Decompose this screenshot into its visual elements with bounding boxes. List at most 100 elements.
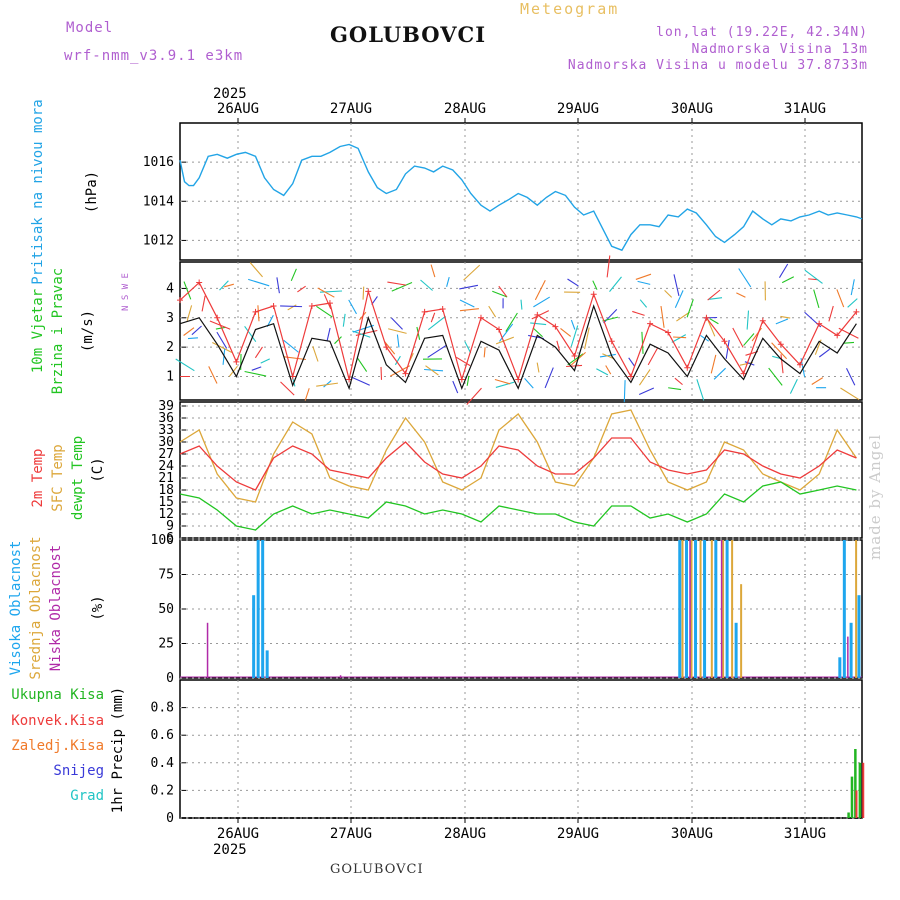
y-tick-label: 0: [166, 671, 174, 686]
day-label-top: 29AUG: [557, 101, 599, 117]
wind-arrow: [452, 380, 459, 394]
wind-arrow: [534, 280, 546, 301]
wind-arrow: [456, 356, 471, 367]
wind-arrow: [352, 324, 375, 333]
wind-arrow: [326, 327, 331, 341]
wind-arrow: [567, 353, 584, 366]
wind-arrow: [710, 354, 717, 374]
y-tick-label: 0.6: [151, 728, 174, 743]
wind-arrow: [499, 323, 514, 342]
y-tick-label: 39: [158, 399, 174, 414]
wind-arrow: [673, 336, 687, 339]
gust-marker: [665, 329, 672, 336]
wind-arrow: [738, 268, 752, 288]
wind-arrow: [709, 297, 723, 300]
model-label: Model: [66, 20, 114, 36]
wind-arrow: [304, 388, 310, 401]
wind-unit: (m/s): [80, 310, 96, 352]
y-tick-label: 18: [158, 483, 174, 498]
wind-arrow: [316, 382, 339, 387]
day-label-top: 30AUG: [671, 101, 713, 117]
wind-arrow: [391, 317, 403, 330]
cloud-unit: (%): [90, 595, 106, 620]
gust-marker: [797, 361, 803, 368]
wind-arrow: [219, 280, 229, 291]
gust-marker: [308, 303, 315, 310]
wind-arrow: [216, 331, 228, 349]
wind-arrow: [739, 361, 753, 366]
model-name: wrf-nmm_v3.9.1 e3km: [64, 48, 244, 64]
gust-marker: [590, 291, 597, 298]
wind-arrow: [603, 309, 618, 324]
gust-marker: [684, 364, 691, 371]
high-cloud-bar: [842, 540, 846, 678]
wind-arrow: [283, 339, 299, 353]
precip-legend-1: Konvek.Kisa: [11, 713, 104, 729]
high-cloud-bar: [678, 540, 682, 678]
wind-arrow: [224, 283, 234, 288]
wind-arrow: [463, 264, 481, 281]
wind-arrow: [459, 308, 479, 312]
y-tick-label: 9: [166, 519, 174, 534]
wind-arrow: [566, 364, 583, 368]
wind-arrow: [606, 255, 611, 278]
wind-arrow: [609, 276, 622, 292]
dewpt-axis-title: dewpt Temp: [70, 436, 86, 520]
wind-arrow: [533, 296, 550, 308]
gust-marker: [515, 376, 522, 383]
wind-arrow: [251, 366, 262, 371]
wind-gust-line: [179, 281, 857, 382]
elevation-label: Nadmorska Visina 13m: [691, 42, 868, 57]
wind-arrow: [297, 285, 306, 293]
y-tick-label: 30: [158, 435, 174, 450]
wind-arrow: [483, 347, 486, 358]
wind-arrow: [352, 330, 371, 338]
gust-marker: [496, 326, 503, 333]
wind-axis-title: 10m Vjetar: [30, 289, 46, 373]
high-cloud-bar: [857, 595, 861, 678]
gust-marker: [608, 338, 615, 345]
wind-arrow: [623, 380, 626, 403]
lonlat-label: lon,lat (19.22E, 42.34N): [656, 25, 868, 40]
wind-arrow: [660, 305, 665, 328]
gust-marker: [365, 288, 372, 295]
wind-arrow: [257, 305, 260, 322]
panel-frame: [179, 261, 863, 401]
wind-arrow: [495, 381, 515, 388]
wind-arrow: [647, 347, 658, 366]
mid-cloud-bar: [681, 540, 684, 678]
wind-arrow: [430, 312, 436, 323]
wind-arrow: [664, 289, 673, 298]
day-label-bottom: 26AUG: [217, 826, 259, 842]
wind-arrow: [183, 327, 195, 336]
low-cloud-bar: [339, 675, 342, 678]
y-tick-label: 75: [158, 568, 174, 583]
wind-arrow: [362, 286, 365, 300]
wind-arrow: [287, 304, 297, 311]
wind-arrow: [388, 328, 407, 334]
gust-marker: [721, 338, 728, 345]
wind-arrow: [427, 344, 447, 358]
wind-arrow: [394, 355, 401, 366]
wind-arrow: [567, 278, 579, 287]
wind-arrow: [466, 375, 470, 386]
wind-arrow: [605, 365, 612, 375]
precip-total-bar: [858, 762, 862, 818]
day-label-top: 31AUG: [784, 101, 826, 117]
y-tick-label: 0.4: [151, 756, 175, 771]
wind-arrow: [844, 341, 855, 344]
day-label-top: 27AUG: [330, 101, 372, 117]
wind-arrow: [544, 367, 554, 389]
mid-cloud-axis-title: Srednja Oblacnost: [28, 536, 44, 679]
gust-marker: [759, 317, 766, 324]
wind-arrow: [532, 327, 543, 338]
precip-legend-2: Zaledj.Kisa: [11, 738, 104, 754]
high-cloud-bar: [694, 540, 698, 678]
wind-arrow: [804, 269, 823, 284]
high-cloud-bar: [265, 650, 269, 678]
wind-arrow: [390, 365, 410, 377]
precip-unit: 1hr Precip (mm): [110, 687, 126, 813]
high-cloud-bar: [703, 540, 707, 678]
wind-arrow: [596, 368, 609, 376]
